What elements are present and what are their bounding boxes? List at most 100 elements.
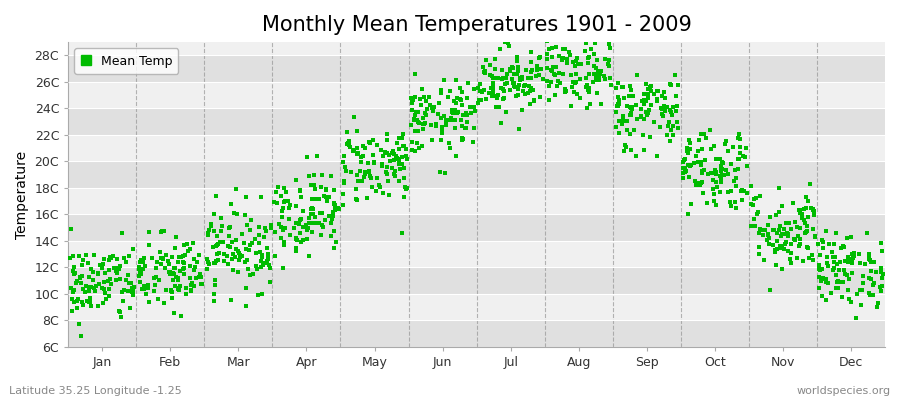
Point <box>261 252 275 259</box>
Point <box>274 208 289 214</box>
Point <box>602 57 616 64</box>
Point <box>496 96 510 103</box>
Point <box>527 98 542 104</box>
Point <box>249 250 264 256</box>
Point <box>522 82 536 89</box>
Point <box>693 182 707 188</box>
Point <box>339 141 354 147</box>
Point <box>267 229 282 235</box>
Point <box>362 168 376 174</box>
Point <box>571 54 585 61</box>
Point <box>500 109 514 115</box>
Point <box>680 168 694 174</box>
Point <box>296 237 310 244</box>
Point <box>540 78 554 84</box>
Point <box>698 157 712 163</box>
Point <box>274 193 288 199</box>
Point <box>721 148 735 154</box>
Point <box>497 95 511 101</box>
Point <box>161 257 176 264</box>
Point <box>166 277 180 284</box>
Point <box>769 262 783 268</box>
Point <box>608 124 623 130</box>
Point <box>453 84 467 91</box>
Point <box>654 106 669 112</box>
Point <box>388 173 402 180</box>
Point <box>634 114 649 120</box>
Point <box>510 58 525 65</box>
Point <box>454 117 468 123</box>
Point <box>808 233 823 240</box>
Point <box>727 198 742 205</box>
Point <box>211 241 225 247</box>
Point <box>650 98 664 105</box>
Point <box>226 267 240 273</box>
Point <box>779 231 794 238</box>
Point <box>243 226 257 233</box>
Point <box>608 108 623 115</box>
Point <box>380 130 394 137</box>
Point <box>521 75 535 81</box>
Point <box>380 164 394 170</box>
Point <box>318 216 332 223</box>
Point <box>357 169 372 175</box>
Point <box>224 201 238 208</box>
Point <box>81 284 95 290</box>
Point <box>734 197 749 203</box>
Point <box>805 252 819 258</box>
Point <box>232 252 247 258</box>
Point <box>488 56 502 62</box>
Point <box>167 265 182 272</box>
Point <box>220 253 234 260</box>
Point <box>124 289 139 295</box>
Point <box>624 87 638 94</box>
Point <box>695 168 709 174</box>
Point <box>223 244 238 250</box>
Point <box>704 170 718 176</box>
Point <box>644 88 658 94</box>
Point <box>391 156 405 162</box>
Point <box>308 220 322 226</box>
Point <box>189 275 203 282</box>
Point <box>791 206 806 213</box>
Point <box>115 230 130 236</box>
Point <box>445 106 459 113</box>
Point <box>716 172 730 178</box>
Point <box>133 257 148 264</box>
Point <box>222 224 237 231</box>
Point <box>824 290 838 296</box>
Point <box>379 169 393 175</box>
Point <box>714 168 728 174</box>
Point <box>874 239 888 246</box>
Point <box>319 194 333 200</box>
Point <box>325 216 339 222</box>
Point <box>238 258 253 265</box>
Point <box>396 165 410 172</box>
Point <box>505 76 519 82</box>
Point <box>616 116 630 123</box>
Point <box>766 242 780 248</box>
Point <box>408 71 422 78</box>
Point <box>800 223 814 230</box>
Point <box>329 205 344 211</box>
Point <box>225 256 239 262</box>
Point <box>186 266 201 273</box>
Point <box>598 76 612 82</box>
Point <box>492 104 507 110</box>
Point <box>192 252 206 258</box>
Point <box>276 185 291 192</box>
Point <box>434 136 448 143</box>
Point <box>795 215 809 222</box>
Point <box>772 209 787 215</box>
Point <box>84 303 98 309</box>
Point <box>443 88 457 94</box>
Point <box>436 130 450 136</box>
Point <box>509 71 524 77</box>
Bar <box>68 214 885 241</box>
Point <box>174 254 188 260</box>
Point <box>602 41 616 47</box>
Point <box>812 263 826 270</box>
Point <box>544 78 558 85</box>
Point <box>112 263 127 269</box>
Point <box>104 281 119 287</box>
